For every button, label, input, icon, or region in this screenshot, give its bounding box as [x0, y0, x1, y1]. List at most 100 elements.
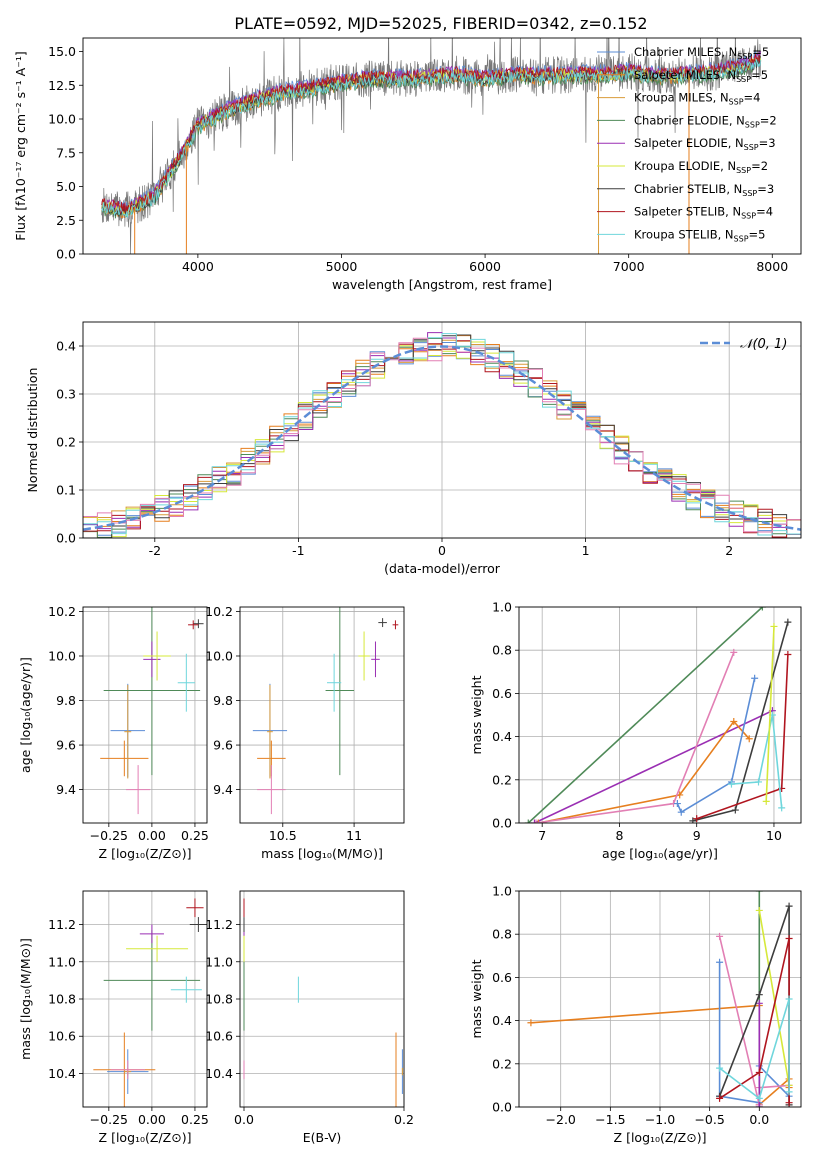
legend-label: Kroupa STELIB, NSSP=5: [634, 227, 765, 243]
y-tick-label: 0.6: [492, 686, 512, 701]
weight-marker-2-0: [534, 819, 542, 823]
x-tick-label: −1.0: [645, 1112, 675, 1127]
y-tick-label: 10.4: [48, 1066, 76, 1081]
y-tick-label: 0.0: [492, 1100, 512, 1115]
figure-title: PLATE=0592, MJD=52025, FIBERID=0342, z=0…: [234, 14, 647, 33]
mass_vs_EBV-points: [243, 898, 403, 1107]
y-tick-label: 5.0: [56, 179, 76, 194]
y-tick-label: 9.4: [56, 782, 76, 797]
x-tick-label: 4000: [182, 259, 214, 274]
x-tick-label: 7000: [613, 259, 645, 274]
weight-marker-6-2: [785, 902, 793, 910]
y-tick-label: 10.2: [205, 604, 233, 619]
weight-marker-7-2: [785, 935, 793, 943]
y-tick-label: 9.8: [56, 693, 76, 708]
weight_vs_Z-lines: [527, 891, 793, 1107]
y-tick-label: 0.0: [56, 247, 76, 262]
age_vs_Z-frame: [82, 606, 208, 824]
y-tick-label: 11.0: [48, 954, 76, 969]
weight-line-3: [535, 652, 735, 823]
legend-label: Chabrier MILES, NSSP=5: [634, 45, 769, 61]
weight-marker-5-2: [784, 618, 792, 626]
mass_vs_Z-axes: −0.25 0.00 0.25 10.4 10.6 10.8 11.0 11.2 Z [log₁…: [18, 891, 209, 1145]
y-tick-label: 9.6: [213, 738, 233, 753]
y-tick-label: 0.2: [492, 1056, 512, 1071]
histogram-series-6: [83, 334, 801, 538]
age_vs_Z-points: [100, 607, 204, 815]
x-axis-label: wavelength [Angstrom, rest frame]: [332, 277, 552, 292]
x-tick-label: 0.0: [749, 1112, 769, 1127]
weight_vs_age-lines: [524, 607, 792, 823]
x-tick-label: 10.5: [269, 828, 297, 843]
x-tick-label: 8: [615, 828, 623, 843]
spectrum-axes: 4000 5000 6000 7000 8000 0.0 2.5 5.0 7.5 10.0 12.5…: [13, 44, 788, 292]
x-tick-label: 5000: [326, 259, 358, 274]
age_vs_Z-axes: −0.25 0.00 0.25 9.4 9.6 9.8 10.0 10.2 Z [log₁₀(Z…: [18, 604, 209, 861]
weight-marker-1-0: [530, 819, 538, 823]
y-tick-label: 11.0: [205, 954, 233, 969]
legend-label: Kroupa ELODIE, NSSP=2: [634, 159, 768, 175]
x-tick-label: 10: [766, 828, 782, 843]
weight-marker-4-1: [677, 808, 685, 816]
y-tick-label: 0.8: [492, 643, 512, 658]
weight-marker-8-0: [716, 1064, 724, 1072]
legend-label: Chabrier ELODIE, NSSP=2: [634, 113, 777, 129]
y-tick-label: 0.2: [492, 772, 512, 787]
y-tick-label: 0.0: [492, 816, 512, 831]
y-tick-label: 10.4: [205, 1066, 233, 1081]
y-tick-label: 0.4: [492, 729, 512, 744]
weight-line-1: [534, 709, 773, 823]
y-tick-label: 12.5: [48, 78, 76, 93]
spectrum-legend: Chabrier MILES, NSSP=5 Salpeter MILES, NS…: [597, 45, 777, 243]
y-tick-label: 15.0: [48, 44, 76, 59]
y-tick-label: 10.2: [48, 604, 76, 619]
y-tick-label: 2.5: [56, 213, 76, 228]
histogram-series-9: [83, 337, 801, 538]
y-tick-label: 10.8: [48, 992, 76, 1007]
weight-line-0: [527, 607, 763, 823]
weight-marker-2-3: [745, 735, 753, 743]
histogram-steps: [83, 332, 801, 538]
weight-marker-7-3: [778, 804, 786, 812]
y-tick-label: 9.8: [213, 693, 233, 708]
x-tick-label: 11: [346, 828, 362, 843]
weight-marker-6-0: [693, 815, 701, 823]
weight_vs_Z-frame: [518, 890, 802, 1108]
x-axis-label: Z [log₁₀(Z/Z⊙)]: [99, 846, 192, 861]
legend-label: Salpeter STELIB, NSSP=4: [634, 205, 773, 221]
weight-line-4: [676, 678, 756, 814]
weight-marker-6-2: [784, 651, 792, 659]
y-tick-label: 1.0: [492, 600, 512, 615]
weight-marker-4-3: [751, 674, 759, 682]
legend-label: Chabrier STELIB, NSSP=3: [634, 182, 774, 198]
y-axis-label: mass [log₁₀(M/M⊙)]: [18, 938, 33, 1060]
y-tick-label: 11.2: [48, 917, 76, 932]
x-axis-label: Z [log₁₀(Z/Z⊙)]: [614, 1130, 707, 1145]
weight-marker-8-0: [762, 797, 770, 805]
x-tick-label: 0.2: [394, 1112, 414, 1127]
x-axis-label: (data-model)/error: [384, 561, 501, 576]
x-tick-label: −0.5: [694, 1112, 724, 1127]
weight-line-2: [538, 720, 750, 823]
x-tick-label: −2.0: [546, 1112, 576, 1127]
weight-marker-0-0: [527, 1019, 535, 1027]
weight-marker-8-1: [770, 622, 778, 630]
weight-marker-7-3: [785, 1099, 793, 1107]
weight-marker-4-0: [673, 800, 681, 808]
y-tick-label: 10.6: [48, 1029, 76, 1044]
x-tick-label: 0: [438, 543, 446, 558]
x-tick-label: 7: [538, 828, 546, 843]
y-axis-label: mass weight: [469, 675, 484, 754]
x-axis-label: E(B-V): [303, 1130, 342, 1145]
weight-marker-5-1: [731, 806, 739, 814]
y-tick-label: 10.0: [48, 112, 76, 127]
x-axis-label: mass [log₁₀(M/M⊙)]: [261, 846, 383, 861]
weight-marker-0-1: [758, 607, 766, 611]
mass_vs_EBV-axes: 0.0 0.2 10.4 10.6 10.8 11.0 11.2 E(B-V): [205, 891, 414, 1145]
weight_vs_age-frame: [518, 606, 802, 824]
y-tick-label: 7.5: [56, 145, 76, 160]
y-tick-label: 10.8: [205, 992, 233, 1007]
age_vs_mass-axes: 10.5 11 9.4 9.6 9.8 10.0 10.2 mass [log₁₀(M/M⊙)…: [205, 604, 404, 861]
y-tick-label: 1.0: [492, 884, 512, 899]
